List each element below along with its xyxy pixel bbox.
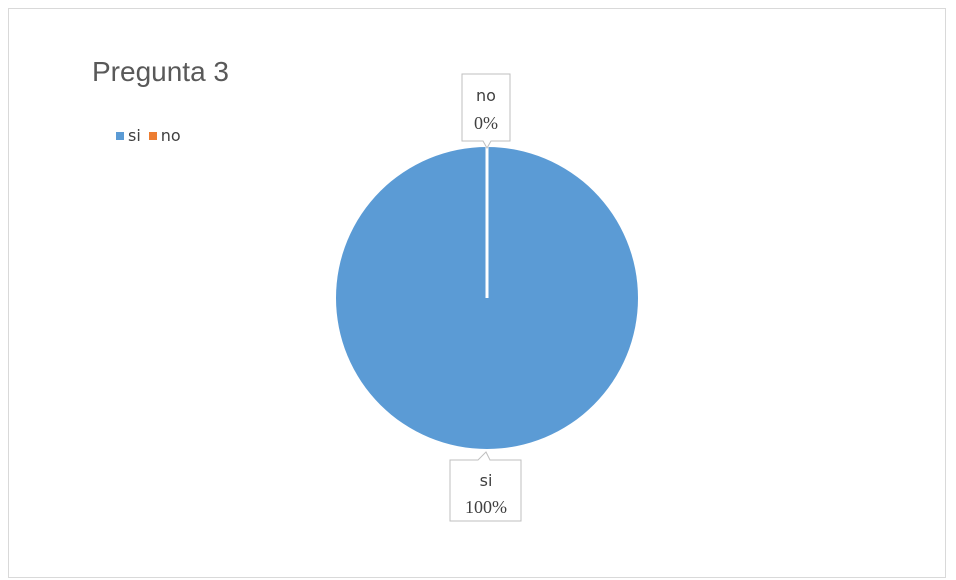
data-label-si: si 100%: [449, 451, 522, 522]
legend-item-si: si: [116, 126, 141, 145]
legend-swatch-si: [116, 131, 124, 140]
data-label-no-percent: 0%: [474, 113, 498, 133]
data-label-si-box: [449, 451, 522, 522]
data-label-no-box: [461, 73, 511, 150]
data-label-si-category: si: [480, 471, 493, 490]
data-label-no-category: no: [476, 86, 496, 105]
chart-title: Pregunta 3: [92, 56, 229, 87]
data-label-no: no 0%: [461, 73, 511, 150]
legend-item-no: no: [148, 126, 181, 145]
legend-swatch-no: [148, 131, 157, 140]
legend-label-no: no: [160, 126, 181, 145]
chart-legend: si no: [116, 126, 189, 145]
data-label-si-percent: 100%: [465, 497, 507, 517]
legend-label-si: si: [128, 126, 141, 145]
